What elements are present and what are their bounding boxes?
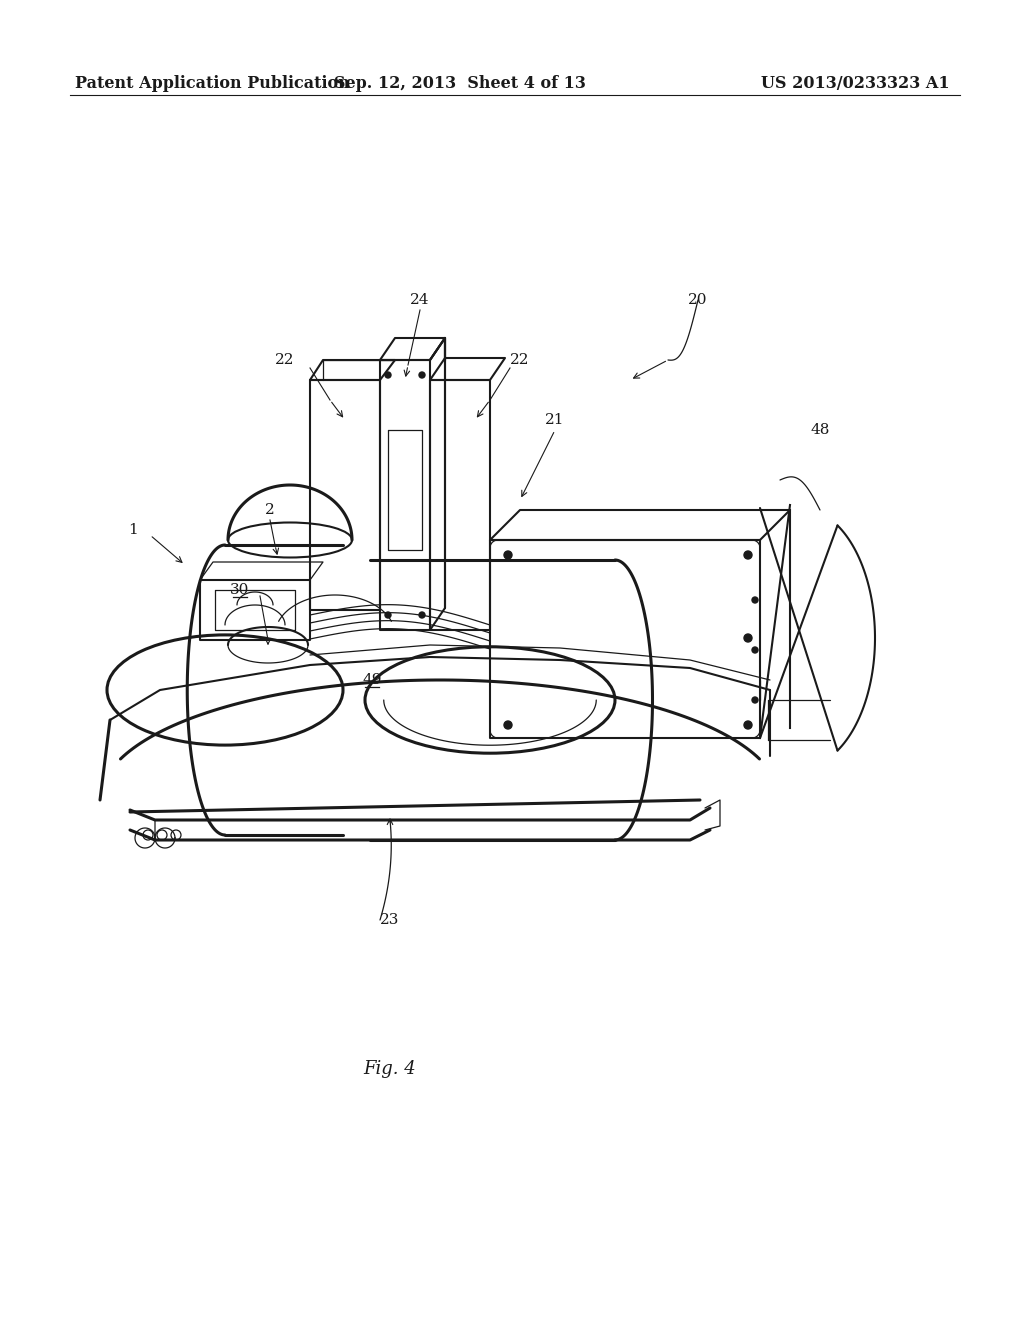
Circle shape — [744, 634, 752, 642]
Text: 1: 1 — [128, 523, 138, 537]
Text: Patent Application Publication: Patent Application Publication — [75, 75, 350, 92]
Circle shape — [752, 697, 758, 704]
Circle shape — [419, 372, 425, 378]
Text: 22: 22 — [275, 352, 295, 367]
Text: Sep. 12, 2013  Sheet 4 of 13: Sep. 12, 2013 Sheet 4 of 13 — [334, 75, 586, 92]
Circle shape — [752, 647, 758, 653]
Text: US 2013/0233323 A1: US 2013/0233323 A1 — [762, 75, 950, 92]
Text: 2: 2 — [265, 503, 274, 517]
Circle shape — [752, 597, 758, 603]
Text: 49: 49 — [362, 673, 382, 686]
Text: 20: 20 — [688, 293, 708, 308]
Text: 22: 22 — [510, 352, 529, 367]
Circle shape — [504, 721, 512, 729]
Text: 30: 30 — [230, 583, 250, 597]
Circle shape — [385, 372, 391, 378]
Circle shape — [744, 721, 752, 729]
Text: 23: 23 — [380, 913, 399, 927]
Text: 24: 24 — [411, 293, 430, 308]
Text: 48: 48 — [810, 422, 829, 437]
Circle shape — [385, 612, 391, 618]
Circle shape — [744, 550, 752, 558]
Circle shape — [504, 550, 512, 558]
Circle shape — [419, 612, 425, 618]
Text: 21: 21 — [545, 413, 565, 426]
Text: Fig. 4: Fig. 4 — [364, 1060, 417, 1078]
